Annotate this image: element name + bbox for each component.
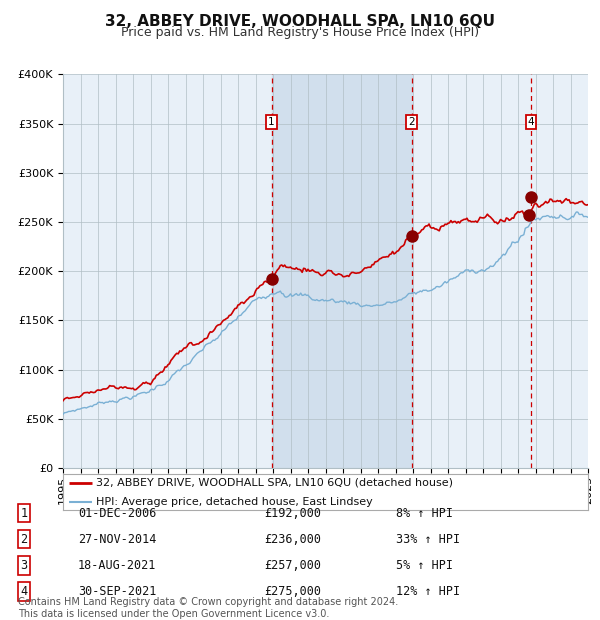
Text: 01-DEC-2006: 01-DEC-2006	[78, 507, 157, 520]
Text: £192,000: £192,000	[264, 507, 321, 520]
Text: 18-AUG-2021: 18-AUG-2021	[78, 559, 157, 572]
Text: £275,000: £275,000	[264, 585, 321, 598]
Text: 33% ↑ HPI: 33% ↑ HPI	[396, 533, 460, 546]
Text: 27-NOV-2014: 27-NOV-2014	[78, 533, 157, 546]
Text: 30-SEP-2021: 30-SEP-2021	[78, 585, 157, 598]
Text: 4: 4	[528, 117, 535, 126]
Text: 2: 2	[408, 117, 415, 126]
Text: £236,000: £236,000	[264, 533, 321, 546]
Text: 2: 2	[20, 533, 28, 546]
Text: 12% ↑ HPI: 12% ↑ HPI	[396, 585, 460, 598]
Text: 1: 1	[20, 507, 28, 520]
Text: HPI: Average price, detached house, East Lindsey: HPI: Average price, detached house, East…	[95, 497, 372, 507]
Text: 32, ABBEY DRIVE, WOODHALL SPA, LN10 6QU (detached house): 32, ABBEY DRIVE, WOODHALL SPA, LN10 6QU …	[95, 477, 452, 488]
Bar	[272, 74, 412, 468]
Text: Contains HM Land Registry data © Crown copyright and database right 2024.
This d: Contains HM Land Registry data © Crown c…	[18, 597, 398, 619]
Text: 8% ↑ HPI: 8% ↑ HPI	[396, 507, 453, 520]
Text: £257,000: £257,000	[264, 559, 321, 572]
Text: Price paid vs. HM Land Registry's House Price Index (HPI): Price paid vs. HM Land Registry's House …	[121, 26, 479, 39]
Text: 3: 3	[20, 559, 28, 572]
Text: 1: 1	[268, 117, 275, 126]
Text: 32, ABBEY DRIVE, WOODHALL SPA, LN10 6QU: 32, ABBEY DRIVE, WOODHALL SPA, LN10 6QU	[105, 14, 495, 29]
Text: 5% ↑ HPI: 5% ↑ HPI	[396, 559, 453, 572]
Text: 4: 4	[20, 585, 28, 598]
